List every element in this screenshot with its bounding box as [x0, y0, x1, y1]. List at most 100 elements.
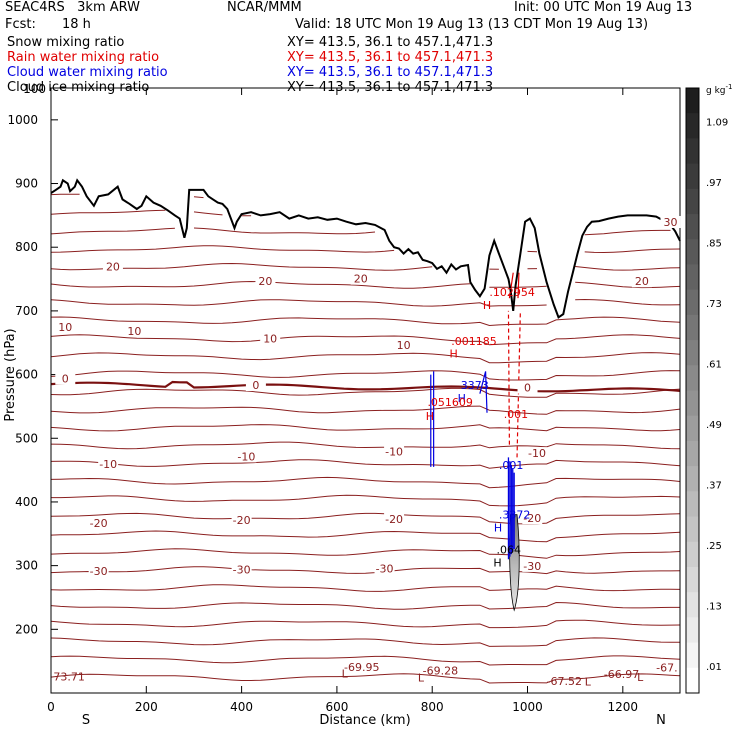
- temperature-label-bg: [350, 272, 371, 285]
- temperature-label: -20: [90, 517, 108, 530]
- isotherm-line: [50, 387, 681, 398]
- temperature-label: -20: [385, 513, 403, 526]
- top-value-label: -67.: [656, 662, 677, 675]
- temperature-label: 0: [524, 382, 531, 395]
- temperature-label-bg: [522, 559, 543, 572]
- colorbar-segment: [686, 466, 699, 492]
- colorbar-unit: g kg-1: [706, 83, 732, 96]
- colorbar-segment: [686, 214, 699, 240]
- colorbar-unit-exponent: -1: [726, 83, 733, 91]
- colorbar-segment: [686, 314, 699, 341]
- y-tick-label: 700: [15, 304, 38, 318]
- temperature-label-bg: [517, 381, 538, 394]
- temperature-labels: -30 -30 -30 -30 -20 -20 -20 -20 -10 -10 -10 -10 0 0 0 1…: [55, 216, 681, 578]
- colorbar-label: .01: [706, 662, 722, 673]
- colorbar-segment: [686, 415, 699, 442]
- temperature-label-bg: [660, 216, 681, 229]
- freezing-level-line: [50, 380, 681, 393]
- isotherm-line: [50, 193, 204, 199]
- colorbar-label: .49: [706, 420, 722, 431]
- temperature-label-bg: [384, 512, 405, 525]
- temperature-label: -10: [385, 445, 403, 458]
- top-value-label: 73.71: [53, 670, 85, 683]
- colorbar-segment: [686, 566, 699, 593]
- temperature-label: -10: [237, 450, 255, 463]
- temperature-label: 30: [663, 216, 677, 229]
- high-marker: H: [450, 348, 458, 361]
- colorbar-segment: [686, 163, 699, 190]
- temperature-label: -10: [99, 458, 117, 471]
- low-marker: L: [637, 671, 644, 684]
- colorbar-segment: [686, 340, 699, 366]
- isotherm-line: [50, 441, 681, 450]
- colorbar-segment: [686, 516, 699, 543]
- isotherm-line: [50, 476, 681, 489]
- colorbar-segment: [686, 188, 699, 215]
- isotherm-line: [50, 227, 671, 236]
- x-tick-label: 800: [421, 700, 444, 714]
- temperature-label-bg: [55, 372, 76, 385]
- temperature-label: -10: [528, 447, 546, 460]
- temperature-label-bg: [88, 517, 109, 530]
- cloud-water-contour: [479, 371, 488, 413]
- colorbar-segment: [686, 365, 699, 391]
- colorbar-segment: [686, 541, 699, 568]
- temperature-label-bg: [393, 338, 414, 351]
- isotherm-line: [50, 530, 681, 543]
- top-value-label: -66.97: [604, 668, 639, 681]
- x-tick-label: 1000: [512, 700, 543, 714]
- isotherm-line: [50, 405, 681, 415]
- temperature-label: 20: [635, 275, 649, 288]
- temperature-label: 20: [258, 275, 272, 288]
- x-tick-label: 600: [325, 700, 348, 714]
- colorbar-segment: [686, 440, 699, 467]
- hydrometeor-contours: [430, 272, 521, 612]
- temperature-label-bg: [245, 379, 266, 392]
- rain-water-contour: [508, 272, 520, 299]
- high-marker: H: [458, 392, 466, 405]
- colorbar-label: 1.09: [706, 118, 728, 129]
- isotherm-line: [50, 316, 681, 327]
- plot-frame: [50, 87, 681, 694]
- isotherm-line: [51, 494, 681, 507]
- isotherm-line: [50, 370, 681, 381]
- y-tick-label: 500: [15, 431, 38, 445]
- top-value-label: -69.28: [423, 665, 458, 678]
- header-fcst-value: 18 h: [62, 17, 91, 32]
- header-fcst-label: Fcst:: [5, 17, 36, 32]
- x-axis-label: Distance (km): [319, 713, 410, 728]
- colorbar-label: .73: [706, 299, 722, 310]
- extrema-label: .102954: [489, 286, 534, 299]
- high-marker: H: [483, 299, 491, 312]
- south-label: S: [82, 713, 90, 728]
- isotherm-line: [50, 459, 681, 469]
- cloud-water-contour: [430, 371, 435, 467]
- temperature-label-bg: [631, 275, 652, 288]
- colorbar-frame: [685, 87, 700, 694]
- temperature-label-bg: [124, 324, 145, 337]
- temperature-label: 0: [62, 373, 69, 386]
- header-project: SEAC4RS 3km ARW: [5, 0, 141, 15]
- isotherm-line: [50, 601, 680, 610]
- isotherm-line: [50, 655, 681, 666]
- y-top-tick-label: 100: [23, 82, 46, 96]
- field-xy-cloud-water: XY= 413.5, 36.1 to 457.1,471.3: [287, 65, 494, 80]
- colorbar-segment: [686, 390, 699, 417]
- header-center: NCAR/MMM: [227, 0, 302, 15]
- isotherm-line: [50, 352, 681, 364]
- isotherm-line: [50, 637, 680, 647]
- y-tick-label: 200: [15, 622, 38, 636]
- temperature-label-bg: [98, 458, 119, 471]
- temperature-label-bg: [374, 562, 395, 575]
- temperature-label-bg: [255, 275, 276, 288]
- isotherm-line: [50, 619, 681, 629]
- terrain-profile: [50, 178, 681, 319]
- isotherm-line: [50, 512, 681, 525]
- temperature-label: 10: [58, 321, 72, 334]
- header-valid: Valid: 18 UTC Mon 19 Aug 13 (13 CDT Mon …: [295, 17, 649, 32]
- isotherm-line: [50, 245, 681, 254]
- isotherm-line: [50, 334, 681, 346]
- temperature-label: -30: [523, 560, 541, 573]
- temperature-label: 10: [397, 339, 411, 352]
- extrema-label: .001: [499, 459, 524, 472]
